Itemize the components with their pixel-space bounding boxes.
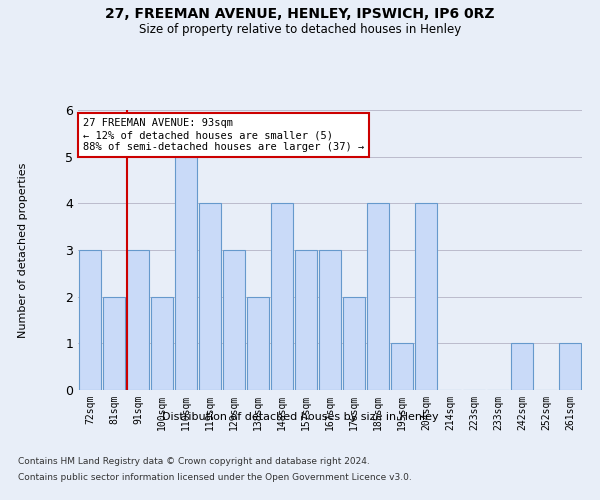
- Y-axis label: Number of detached properties: Number of detached properties: [17, 162, 28, 338]
- Bar: [271, 204, 293, 390]
- Text: Contains HM Land Registry data © Crown copyright and database right 2024.: Contains HM Land Registry data © Crown c…: [18, 458, 370, 466]
- Text: 27, FREEMAN AVENUE, HENLEY, IPSWICH, IP6 0RZ: 27, FREEMAN AVENUE, HENLEY, IPSWICH, IP6…: [105, 8, 495, 22]
- Bar: [127, 250, 149, 390]
- Bar: [223, 250, 245, 390]
- Text: Contains public sector information licensed under the Open Government Licence v3: Contains public sector information licen…: [18, 472, 412, 482]
- Bar: [367, 204, 389, 390]
- Bar: [319, 250, 341, 390]
- Bar: [343, 296, 365, 390]
- Bar: [175, 156, 197, 390]
- Bar: [559, 344, 581, 390]
- Bar: [79, 250, 101, 390]
- Bar: [151, 296, 173, 390]
- Bar: [295, 250, 317, 390]
- Bar: [415, 204, 437, 390]
- Bar: [199, 204, 221, 390]
- Bar: [391, 344, 413, 390]
- Text: Distribution of detached houses by size in Henley: Distribution of detached houses by size …: [161, 412, 439, 422]
- Bar: [247, 296, 269, 390]
- Bar: [103, 296, 125, 390]
- Text: 27 FREEMAN AVENUE: 93sqm
← 12% of detached houses are smaller (5)
88% of semi-de: 27 FREEMAN AVENUE: 93sqm ← 12% of detach…: [83, 118, 364, 152]
- Bar: [511, 344, 533, 390]
- Text: Size of property relative to detached houses in Henley: Size of property relative to detached ho…: [139, 22, 461, 36]
